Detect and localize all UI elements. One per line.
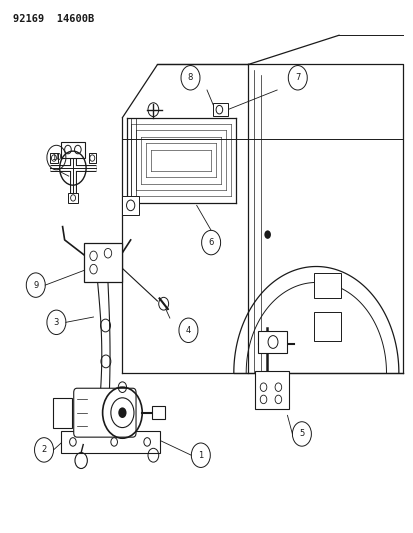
FancyBboxPatch shape [313, 312, 340, 341]
FancyBboxPatch shape [88, 154, 96, 163]
FancyBboxPatch shape [122, 196, 139, 215]
Text: 6: 6 [208, 238, 213, 247]
FancyBboxPatch shape [53, 398, 72, 427]
FancyBboxPatch shape [74, 388, 136, 437]
Text: 92169  14600B: 92169 14600B [13, 14, 94, 24]
FancyBboxPatch shape [68, 193, 78, 203]
FancyBboxPatch shape [83, 243, 122, 282]
FancyBboxPatch shape [255, 371, 288, 409]
FancyBboxPatch shape [313, 273, 340, 298]
Text: 10: 10 [51, 153, 62, 162]
Text: 1: 1 [198, 451, 203, 460]
FancyBboxPatch shape [60, 142, 85, 158]
Text: 3: 3 [54, 318, 59, 327]
FancyBboxPatch shape [152, 406, 164, 419]
Text: 9: 9 [33, 280, 38, 289]
FancyBboxPatch shape [213, 103, 227, 116]
Circle shape [264, 230, 270, 239]
FancyBboxPatch shape [50, 154, 57, 163]
Text: 2: 2 [41, 446, 47, 455]
Text: 4: 4 [185, 326, 190, 335]
FancyBboxPatch shape [60, 431, 159, 453]
Text: 8: 8 [188, 73, 193, 82]
Text: 7: 7 [294, 73, 300, 82]
Circle shape [118, 407, 126, 418]
Text: 5: 5 [299, 430, 304, 439]
FancyBboxPatch shape [258, 332, 287, 353]
